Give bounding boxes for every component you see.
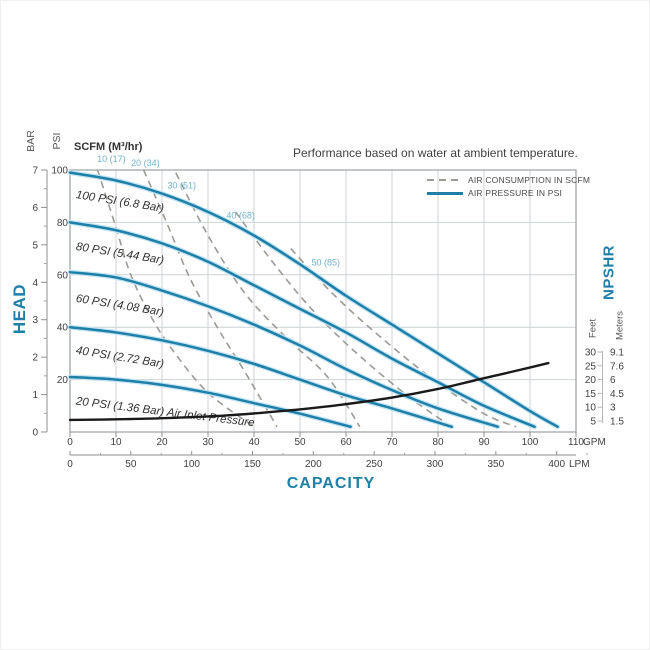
pressure-curve-label: 80 PSI (5.44 Bar) (75, 241, 165, 267)
pressure-curve-label: 100 PSI (6.8 Bar) (75, 189, 165, 215)
scfm-curve-label: 50 (85) (312, 258, 341, 268)
curve-scfm-10 (96, 169, 255, 428)
meters-tick-label: 6 (610, 375, 616, 386)
meters-tick-label: 9.1 (610, 348, 624, 359)
plot-border (69, 169, 577, 433)
pressure-curve-label: 40 PSI (2.72 Bar) (75, 345, 165, 371)
scfm-curve-label: 10 (17) (97, 154, 126, 164)
curve-60-psi (68, 270, 500, 429)
psi-tick-label: 40 (57, 323, 69, 334)
scfm-curve-label: 30 (51) (168, 180, 197, 190)
meters-tick-label: 1.5 (610, 417, 624, 428)
pressure-curve-label: 60 PSI (4.08 Bar) (75, 293, 165, 319)
scfm-curve-label: 40 (68) (226, 210, 255, 220)
gpm-tick-label: 110 (568, 437, 584, 448)
bar-tick-label: 0 (32, 428, 38, 439)
curve-scfm-50 (290, 248, 517, 428)
bar-tick-label: 3 (32, 315, 38, 326)
meters-tick-label: 7.6 (610, 361, 624, 372)
performance-note: Performance based on water at ambient te… (293, 146, 578, 160)
psi-tick-label: 80 (57, 218, 69, 229)
x-axis-title-capacity: CAPACITY (286, 475, 376, 492)
psi-tick-label: 60 (57, 270, 69, 281)
feet-tick-label: 20 (585, 375, 597, 386)
feet-tick-label: 15 (585, 389, 597, 400)
gpm-tick-label: 80 (432, 437, 444, 448)
curve-100-psi (68, 171, 559, 429)
gpm-tick-label: 70 (386, 437, 398, 448)
feet-tick-label: 25 (585, 361, 597, 372)
psi-tick-label: 100 (51, 166, 68, 177)
lpm-tick-label: 50 (125, 459, 137, 470)
scfm-curve-label: 20 (34) (131, 158, 160, 168)
feet-axis-label: Feet (587, 319, 599, 339)
meters-axis-label: Meters (614, 310, 626, 341)
legend-label: AIR CONSUMPTION IN SCFM (468, 175, 591, 185)
curve-80-psi (68, 221, 536, 429)
lpm-unit-label: LPM (569, 459, 590, 470)
curve-40-psi (68, 325, 454, 429)
gpm-unit-label: GPM (583, 437, 606, 448)
legend-label: AIR PRESSURE IN PSI (468, 188, 563, 198)
gpm-tick-label: 100 (522, 437, 539, 448)
lpm-tick-label: 250 (366, 459, 383, 470)
lpm-tick-label: 300 (427, 459, 444, 470)
bar-tick-label: 6 (32, 203, 38, 214)
solid-line-swatch (427, 191, 463, 195)
gpm-tick-label: 50 (294, 437, 306, 448)
bar-tick-label: 4 (32, 278, 38, 289)
lpm-tick-label: 400 (548, 459, 565, 470)
legend-item-air-consumption: AIR CONSUMPTION IN SCFM (427, 175, 590, 185)
curve-20-psi (68, 375, 352, 429)
gpm-tick-label: 40 (248, 437, 260, 448)
lpm-tick-label: 150 (244, 459, 261, 470)
bar-tick-label: 5 (32, 240, 38, 251)
legend-item-air-pressure: AIR PRESSURE IN PSI (427, 188, 590, 198)
dashed-line-swatch (427, 179, 463, 181)
bar-tick-label: 2 (32, 353, 38, 364)
legend: AIR CONSUMPTION IN SCFM AIR PRESSURE IN … (427, 175, 590, 198)
lpm-tick-label: 200 (305, 459, 322, 470)
y-axis-title-head: HEAD (10, 283, 29, 335)
bar-tick-label: 7 (32, 166, 38, 177)
meters-tick-label: 4.5 (610, 389, 624, 400)
curve-scfm-30 (175, 172, 361, 428)
psi-axis-label: PSI (51, 132, 63, 150)
feet-tick-label: 5 (590, 417, 596, 428)
lpm-tick-label: 0 (67, 459, 73, 470)
scfm-header-label: SCFM (M³/hr) (74, 141, 143, 153)
gpm-tick-label: 0 (67, 437, 73, 448)
bar-tick-label: 1 (32, 390, 38, 401)
feet-tick-label: 30 (585, 348, 597, 359)
gpm-tick-label: 20 (156, 437, 168, 448)
lpm-tick-label: 350 (488, 459, 505, 470)
curve-npshr (68, 361, 550, 422)
psi-tick-label: 20 (57, 375, 69, 386)
meters-tick-label: 3 (610, 403, 616, 414)
pressure-curve-label: 20 PSI (1.36 Bar) Air Inlet Pressure (74, 395, 255, 429)
bar-axis-label: BAR (25, 130, 37, 152)
gpm-tick-label: 60 (340, 437, 352, 448)
gpm-tick-label: 10 (110, 437, 122, 448)
gpm-tick-label: 90 (478, 437, 490, 448)
right-axis-title-npshr: NPSHR (600, 245, 618, 301)
feet-tick-label: 10 (585, 403, 597, 414)
lpm-tick-label: 100 (183, 459, 200, 470)
gpm-tick-label: 30 (202, 437, 214, 448)
